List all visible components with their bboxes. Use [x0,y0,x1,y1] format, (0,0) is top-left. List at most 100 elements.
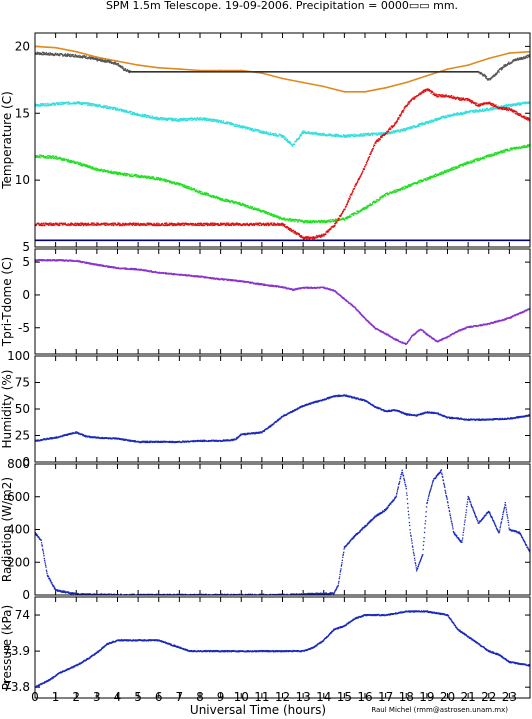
series-temperature-1-point-120 [75,55,77,57]
series-temperature-6-point-202 [103,223,106,225]
series-temperature-5-point-863 [331,220,333,223]
series-temperature-6-point-1028 [387,130,390,132]
series-temperature-5-point-444 [187,186,189,188]
series-temperature-1-point-10 [37,53,40,55]
series-temperature-4-point-175 [94,105,96,107]
series-temperature-5-point-858 [329,220,331,223]
series-temperature-5-point-676 [266,213,269,215]
series-temperature-6-point-857 [328,229,331,231]
series-temperature-5-point-1365 [503,150,505,152]
series-temperature-4-point-250 [120,109,122,111]
series-temperature-6-point-668 [264,224,266,226]
series-temperature-6-point-405 [173,222,175,225]
series-temperature-4-point-439 [185,117,187,120]
series-temperature-6-point-136 [81,223,83,226]
series-temperature-6-point-841 [323,235,325,237]
series-temperature-4-point-635 [252,128,254,131]
series-temperature-4-point-734 [286,138,289,140]
series-temperature-6-point-889 [339,215,342,217]
series-temperature-5-point-1036 [390,191,392,194]
series-temperature-1-point-255 [122,66,124,68]
series-temperature-4-point-16 [39,105,42,107]
series-temperature-6-point-1269 [470,99,472,102]
series-temperature-4-point-427 [181,118,183,120]
series-temperature-6-point-916 [349,195,351,197]
series-temperature-5-point-698 [274,214,276,217]
series-temperature-6-point-588 [236,223,238,226]
series-temperature-4-point-1148 [429,121,431,124]
series-temperature-5-point-575 [232,201,234,203]
series-temperature-1-point-154 [87,58,89,60]
series-temperature-6-point-1413 [520,113,522,116]
series-temperature-5-point-1261 [467,161,470,163]
series-temperature-5-point-409 [174,183,177,186]
series-temperature-5-point-697 [273,216,276,218]
series-temperature-6-point-1373 [506,107,508,109]
series-temperature-6-point-871 [333,225,336,227]
series-temperature-6-point-788 [305,237,307,239]
series-temperature-5-point-1211 [450,169,452,171]
series-temperature-4-point-816 [314,132,317,134]
series-temperature-6-point-925 [352,190,354,193]
series-temperature-5-point-849 [326,221,328,223]
series-temperature-6-point-457 [191,224,193,227]
series-temperature-5-point-1009 [381,195,383,197]
series-temperature-4-point-652 [258,131,260,133]
series-temperature-1-point-85 [63,54,65,56]
series-temperature-6-point-613 [245,224,247,226]
series-temperature-4-point-624 [248,129,251,131]
series-temperature-5-point-695 [273,215,275,217]
series-temperature-5-point-4 [35,155,38,157]
series-temperature-4-point-428 [181,119,183,121]
series-temperature-4-point-228 [112,108,115,110]
series-temperature-5-point-81 [62,159,64,161]
series-temperature-6-point-410 [175,224,177,227]
series-temperature-6-point-1349 [498,108,500,110]
series-temperature-1-point-219 [109,61,111,63]
series-temperature-6-point-378 [164,224,166,227]
series-temperature-6-point-911 [347,199,349,202]
series-temperature-5-point-27 [43,156,45,158]
series-temperature-4-point-20 [41,104,43,107]
series-temperature-3-point-47 [493,75,496,77]
series-temperature-3-point-124 [520,57,522,60]
series-temperature-5-point-86 [63,159,66,161]
series-temperature-5-point-308 [140,176,142,179]
series-temperature-5-point-1217 [452,166,455,168]
series-temperature-6-point-1296 [479,104,482,107]
series-temperature-6-point-1141 [426,89,428,91]
series-temperature-6-point-50 [51,223,53,225]
series-temperature-6-point-409 [174,223,177,225]
series-temperature-3-point-45 [493,74,495,77]
series-temperature-4-point-1205 [448,114,450,116]
series-temperature-6-point-907 [346,204,348,206]
series-temperature-6-point-4 [35,224,38,226]
series-temperature-5-point-84 [63,157,65,160]
series-temperature-5-point-1406 [517,147,520,150]
series-temperature-6-point-146 [84,222,86,224]
series-temperature-6-point-1432 [526,117,528,119]
series-temperature-5-point-791 [306,222,308,224]
series-temperature-4-point-1004 [379,133,381,136]
series-temperature-4-point-460 [192,119,194,121]
series-temperature-4-point-806 [311,132,313,134]
series-temperature-4-point-1388 [511,104,513,106]
series-temperature-4-point-912 [347,134,350,137]
series-temperature-1-point-191 [100,59,102,61]
series-temperature-4-point-1009 [381,132,383,134]
series-temperature-5-point-1435 [527,145,529,148]
series-temperature-4-point-1357 [500,105,503,107]
series-temperature-5-point-1350 [498,153,500,155]
series-temperature-6-point-1435 [527,117,529,119]
series-temperature-5-point-691 [271,214,274,216]
series-temperature-6-point-583 [234,223,237,225]
series-temperature-4-point-957 [363,134,365,136]
series-temperature-6-point-627 [249,223,252,225]
series-temperature-4-point-994 [376,133,378,136]
series-temperature-6-point-658 [260,223,262,225]
series-temperature-4-point-52 [52,102,54,104]
series-temperature-6-point-1103 [413,96,415,98]
series-temperature-5-point-1038 [391,192,393,194]
series-temperature-4-point-1202 [447,114,449,117]
series-temperature-4-point-4 [35,105,38,107]
